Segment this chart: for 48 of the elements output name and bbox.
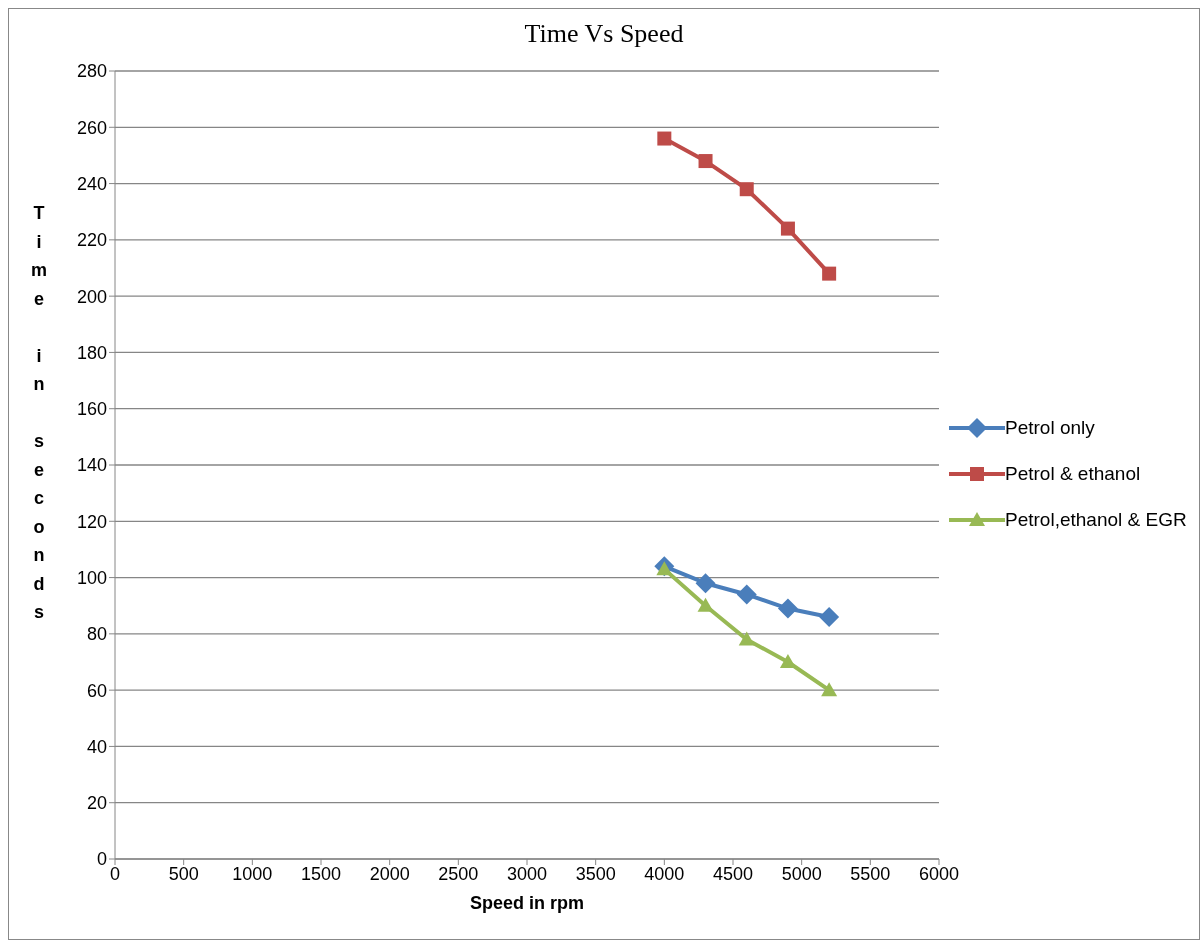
point <box>777 598 798 619</box>
legend-label: Petrol only <box>1005 416 1095 440</box>
y-tick-label: 20 <box>86 793 107 814</box>
y-tick-label: 120 <box>76 511 107 532</box>
text: Time in seconds <box>30 203 48 622</box>
point <box>821 682 838 697</box>
point <box>698 154 713 169</box>
x-tick-label: 1000 <box>232 863 273 884</box>
point <box>779 654 796 668</box>
y-tick-label: 80 <box>86 624 107 645</box>
y-tick-label: 260 <box>76 117 107 138</box>
y-tick-label: 40 <box>86 736 107 757</box>
x-tick-label: 0 <box>109 863 121 884</box>
y-tick-label: 140 <box>76 455 107 476</box>
point <box>657 131 672 146</box>
x-tick-label: 3000 <box>506 863 548 884</box>
y-tick-label: 180 <box>76 342 107 363</box>
point <box>736 584 757 605</box>
x-tick-label: 2500 <box>438 863 479 884</box>
x-axis-title: Speed in rpm <box>469 893 585 913</box>
point <box>819 606 840 627</box>
legend-label: Petrol & ethanol <box>1005 462 1141 486</box>
point <box>738 631 755 646</box>
y-tick-label: 160 <box>76 399 107 420</box>
y-tick-label: 220 <box>76 230 107 251</box>
x-tick-label: 2000 <box>369 863 410 884</box>
legend-label: Petrol,ethanol & EGR <box>1005 508 1187 532</box>
point <box>822 266 837 281</box>
x-tick-label: 500 <box>168 863 199 884</box>
y-tick-label: 0 <box>96 849 107 870</box>
y-tick-label: 200 <box>76 286 107 307</box>
x-tick-label: 4000 <box>644 863 685 884</box>
x-tick-label: 3500 <box>575 863 616 884</box>
point <box>697 597 714 612</box>
x-tick-label: 6000 <box>918 863 960 884</box>
x-tick-label: 4500 <box>712 863 754 884</box>
point <box>780 221 795 236</box>
y-tick-label: 60 <box>86 680 107 701</box>
x-tick-label: 5000 <box>781 863 822 884</box>
point <box>739 182 754 197</box>
y-tick-label: 280 <box>76 61 107 82</box>
y-tick-label: 100 <box>76 567 107 588</box>
x-tick-label: 1500 <box>300 863 342 884</box>
y-tick-label: 240 <box>76 173 107 194</box>
point <box>695 573 716 594</box>
chart-title: Time Vs Speed <box>523 19 685 49</box>
x-tick-label: 5500 <box>850 863 891 884</box>
point <box>656 561 673 576</box>
